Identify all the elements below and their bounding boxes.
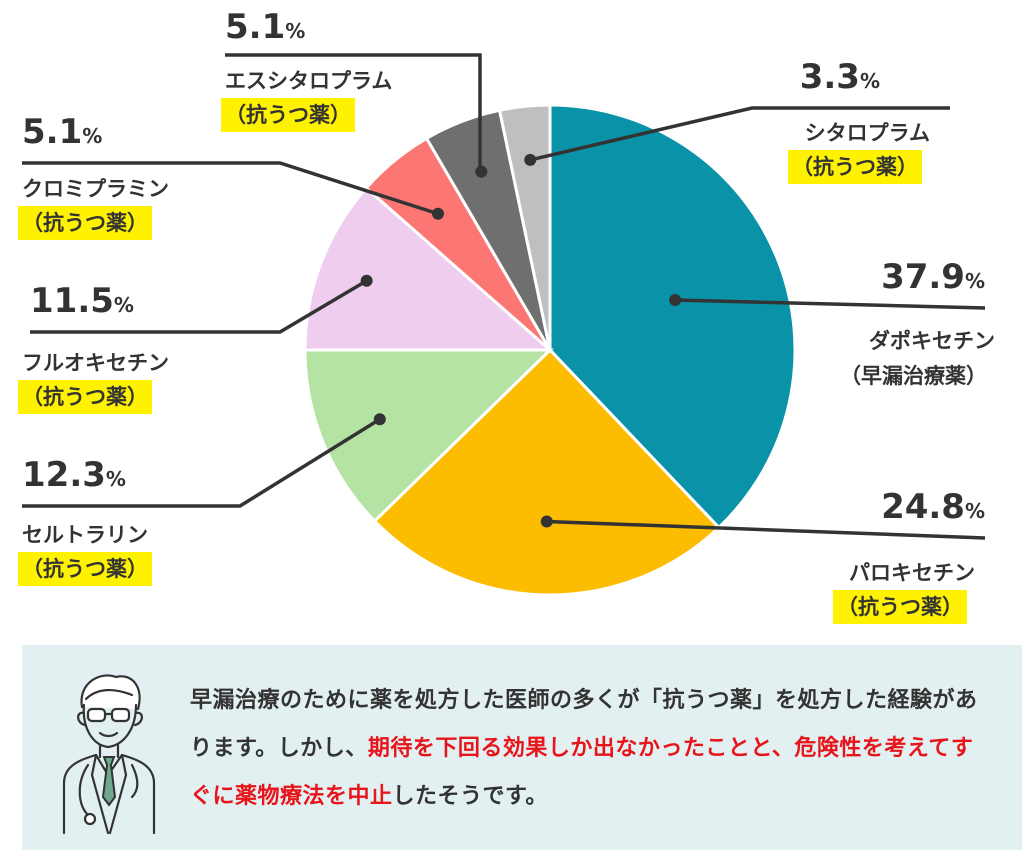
slice-category-note: （抗うつ薬） bbox=[225, 103, 351, 127]
leader-dot bbox=[540, 515, 553, 528]
category-highlight bbox=[833, 590, 967, 624]
leader-line bbox=[675, 298, 986, 310]
info-text-part3: したそうです。 bbox=[392, 784, 548, 809]
slice-category-note: （抗うつ薬） bbox=[22, 385, 148, 409]
slice-drug-name: ダポキセチン bbox=[869, 329, 995, 353]
slice-category-note: （早漏治療薬） bbox=[840, 364, 987, 388]
leader-lines bbox=[22, 53, 986, 540]
leader-dot bbox=[431, 207, 444, 220]
leader-line bbox=[529, 106, 950, 162]
slice-category-note: （抗うつ薬） bbox=[22, 211, 148, 235]
slice-percent-label: 3.3% bbox=[800, 57, 880, 97]
slice-drug-name: エスシタロプラム bbox=[225, 69, 392, 93]
leader-line bbox=[22, 161, 439, 216]
slice-drug-name: クロミプラミン bbox=[22, 177, 169, 201]
category-highlight bbox=[221, 98, 355, 132]
leader-dot bbox=[373, 413, 386, 426]
pie-slice bbox=[548, 103, 797, 530]
slice-drug-name: セルトラリン bbox=[22, 523, 148, 547]
info-text: 早漏治療のために薬を処方した医師の多くが「抗うつ薬」を処方した経験があります。し… bbox=[190, 677, 990, 821]
info-text-part1: 早漏治療のために薬を処方した医師の多くが「抗うつ薬」を処方した経験があります。し… bbox=[190, 688, 978, 761]
pie-slice bbox=[303, 185, 554, 352]
slice-percent-label: 5.1% bbox=[225, 7, 305, 47]
slice-drug-name: パロキセチン bbox=[849, 561, 975, 585]
pie-slice bbox=[372, 347, 721, 597]
leader-dot bbox=[360, 274, 373, 287]
slice-percent-label: 12.3% bbox=[22, 455, 126, 495]
pie-slices bbox=[303, 103, 797, 597]
slice-percent-label: 24.8% bbox=[881, 487, 985, 527]
category-highlight bbox=[18, 552, 152, 586]
leader-dot bbox=[475, 165, 488, 178]
slice-drug-name: シタロプラム bbox=[805, 121, 930, 145]
slice-drug-name: フルオキセチン bbox=[22, 351, 169, 375]
category-highlight bbox=[18, 380, 152, 414]
slice-labels: 37.9% ダポキセチン （早漏治療薬） 24.8% パロキセチン （抗うつ薬） 12.3%… bbox=[18, 7, 995, 624]
slice-percent-label: 11.5% bbox=[30, 281, 134, 321]
category-highlight bbox=[788, 150, 922, 184]
leader-dot bbox=[669, 294, 682, 307]
doctor-illustration bbox=[62, 674, 156, 835]
info-box: 早漏治療のために薬を処方した医師の多くが「抗うつ薬」を処方した経験があります。し… bbox=[22, 645, 1022, 850]
pie-slice bbox=[497, 103, 552, 351]
slice-percent-label: 37.9% bbox=[881, 257, 985, 297]
slice-percent-label: 5.1% bbox=[22, 112, 102, 152]
slice-category-note: （抗うつ薬） bbox=[792, 155, 918, 179]
leader-line bbox=[546, 519, 986, 540]
info-text-highlight: 期待を下回る効果しか出なかったことと、危険性を考えてすぐに薬物療法を中止 bbox=[190, 736, 974, 809]
slice-category-note: （抗うつ薬） bbox=[22, 557, 148, 581]
leader-line bbox=[30, 279, 368, 334]
leader-line bbox=[22, 417, 381, 508]
slice-category-note: （抗うつ薬） bbox=[837, 595, 963, 619]
category-highlight bbox=[18, 206, 152, 240]
pie-slice bbox=[303, 348, 554, 524]
pie-chart: 37.9% ダポキセチン （早漏治療薬） 24.8% パロキセチン （抗うつ薬） 12.3%… bbox=[18, 7, 995, 624]
leader-dot bbox=[524, 153, 537, 166]
